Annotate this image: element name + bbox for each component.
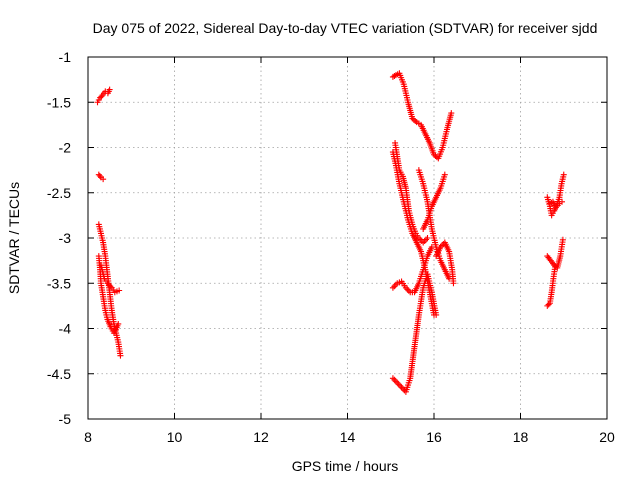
- y-tick-label: -1.5: [47, 94, 71, 110]
- data-point: [405, 287, 412, 294]
- y-axis-label: SDTVAR / TECUs: [6, 182, 22, 294]
- data-point: [400, 385, 407, 392]
- data-points: [94, 70, 567, 395]
- data-point: [105, 281, 112, 288]
- x-axis-label: GPS time / hours: [292, 458, 399, 474]
- x-tick-label: 14: [340, 429, 356, 445]
- data-point: [115, 320, 122, 327]
- data-point: [423, 236, 430, 243]
- x-tick-label: 18: [513, 429, 529, 445]
- data-point: [545, 301, 552, 308]
- y-tick-label: -2.5: [47, 185, 71, 201]
- y-tick-label: -1: [59, 49, 72, 65]
- x-tick-label: 10: [167, 429, 183, 445]
- data-point: [100, 176, 107, 183]
- data-point: [106, 86, 113, 93]
- data-point: [391, 376, 398, 383]
- x-tick-label: 16: [426, 429, 442, 445]
- y-tick-label: -3: [59, 230, 72, 246]
- grid-lines: [88, 57, 607, 419]
- data-point: [441, 171, 448, 178]
- data-point: [544, 302, 551, 309]
- data-point: [421, 238, 428, 245]
- data-point: [433, 311, 440, 318]
- data-point: [552, 263, 559, 270]
- data-point: [559, 236, 566, 243]
- data-point: [404, 286, 411, 293]
- x-tick-labels: 8 10 12 14 16 18 20: [84, 429, 615, 445]
- data-point: [450, 280, 457, 287]
- x-tick-label: 8: [84, 429, 92, 445]
- y-tick-label: -5: [59, 411, 72, 427]
- y-tick-labels: -5 -4.5 -4 -3.5 -3 -2.5 -2 -1.5 -1: [47, 49, 71, 427]
- data-point: [391, 283, 398, 290]
- data-point: [424, 235, 431, 241]
- data-point: [395, 381, 402, 388]
- y-tick-label: -2: [59, 140, 72, 156]
- data-point: [389, 375, 396, 382]
- data-point: [117, 352, 124, 359]
- x-tick-label: 20: [599, 429, 615, 445]
- data-point: [97, 94, 104, 101]
- data-point: [96, 173, 103, 180]
- y-tick-label: -4: [59, 321, 72, 337]
- data-point: [98, 93, 105, 100]
- data-point: [389, 284, 396, 291]
- chart-title: Day 075 of 2022, Sidereal Day-to-day VTE…: [93, 20, 598, 36]
- data-point: [448, 110, 455, 117]
- data-point: [394, 379, 401, 386]
- axis-ticks: [87, 56, 608, 420]
- data-point: [560, 171, 567, 178]
- data-point: [397, 382, 404, 389]
- y-tick-label: -3.5: [47, 275, 71, 291]
- y-tick-label: -4.5: [47, 366, 71, 382]
- data-point: [420, 239, 427, 246]
- data-point: [559, 198, 566, 205]
- data-point: [417, 236, 424, 243]
- x-tick-label: 12: [253, 429, 269, 445]
- data-point: [116, 287, 123, 294]
- data-point: [392, 378, 399, 385]
- data-point: [412, 117, 419, 124]
